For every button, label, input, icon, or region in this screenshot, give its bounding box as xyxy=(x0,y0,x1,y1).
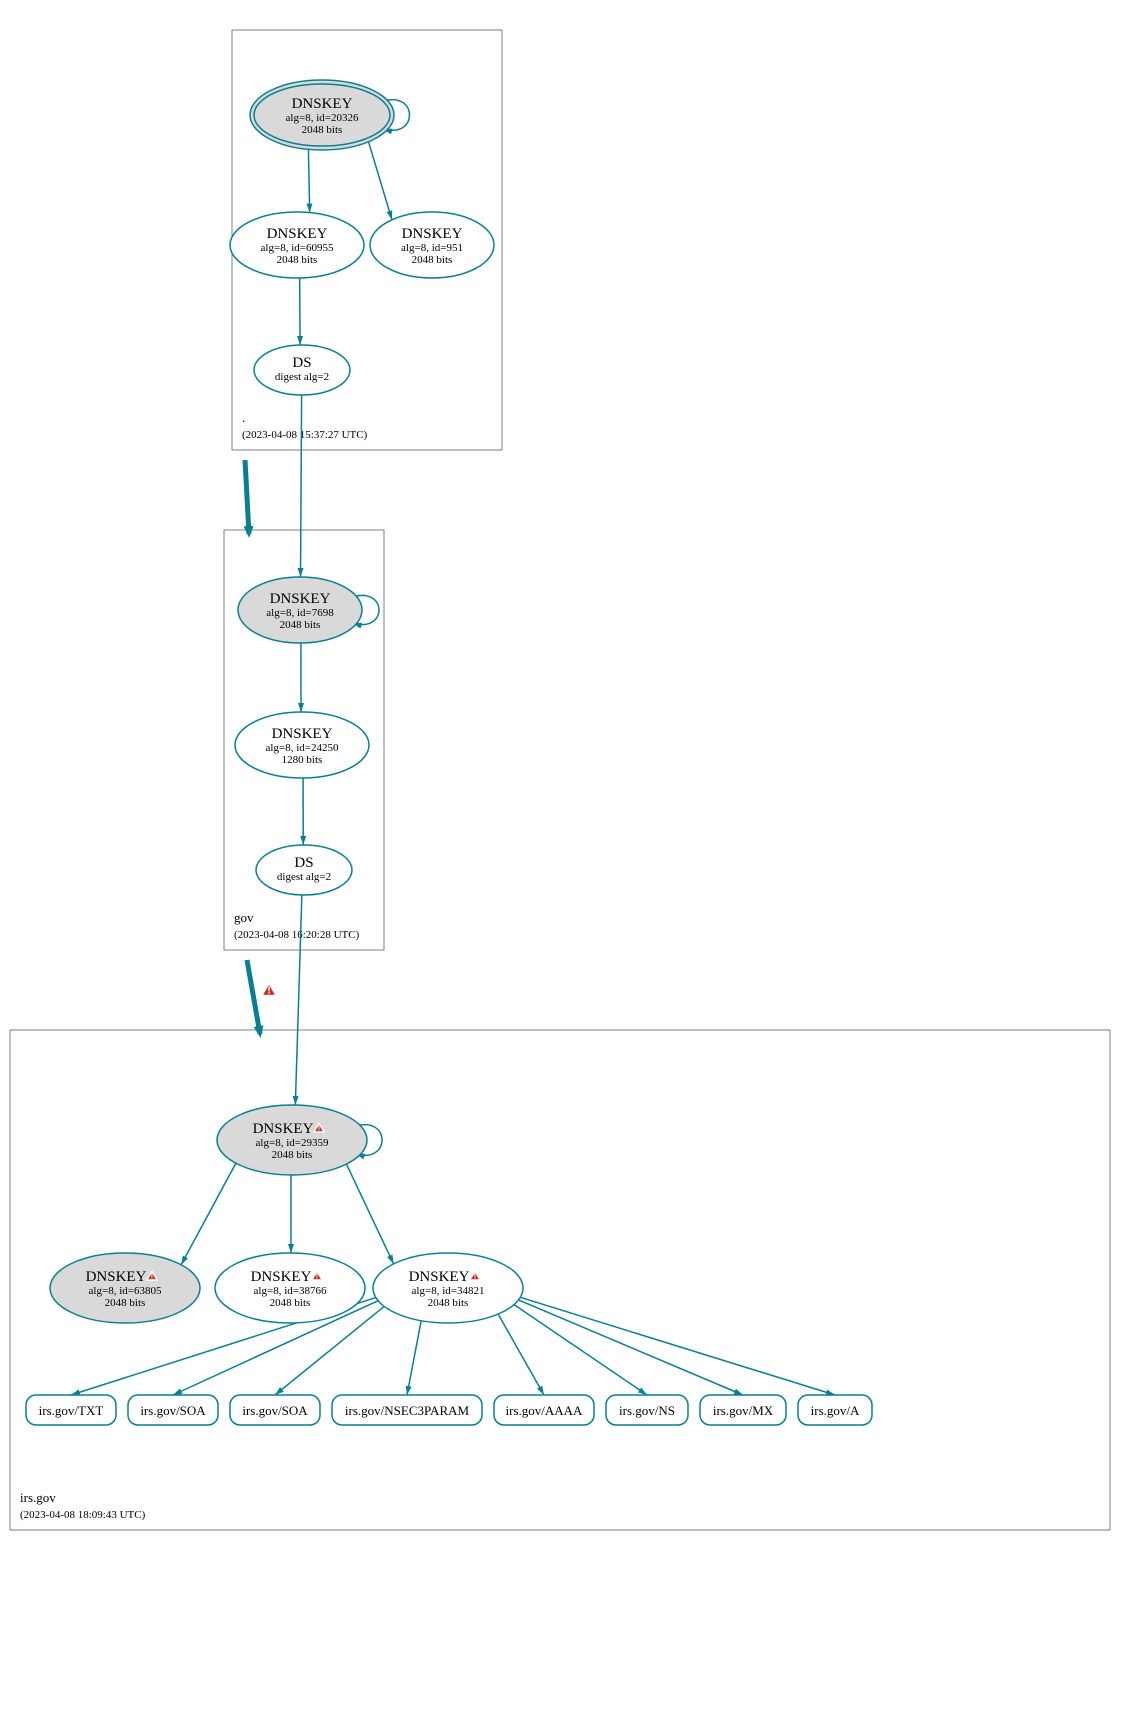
svg-text:DNSKEY: DNSKEY xyxy=(86,1269,147,1285)
svg-text:irs.gov: irs.gov xyxy=(20,1490,56,1505)
node-root_zsk2: DNSKEYalg=8, id=9512048 bits xyxy=(370,212,494,278)
svg-text:2048 bits: 2048 bits xyxy=(277,254,318,266)
svg-text:irs.gov/NSEC3PARAM: irs.gov/NSEC3PARAM xyxy=(345,1403,470,1418)
svg-text:DNSKEY: DNSKEY xyxy=(292,96,353,112)
svg-text:DNSKEY: DNSKEY xyxy=(272,726,333,742)
svg-text:irs.gov/AAAA: irs.gov/AAAA xyxy=(506,1403,584,1418)
svg-text:digest alg=2: digest alg=2 xyxy=(275,371,329,383)
svg-text:alg=8, id=38766: alg=8, id=38766 xyxy=(254,1285,327,1297)
svg-text:!: ! xyxy=(318,1124,320,1133)
svg-text:DS: DS xyxy=(292,355,311,371)
record-node: irs.gov/SOA xyxy=(230,1395,320,1425)
svg-text:2048 bits: 2048 bits xyxy=(270,1297,311,1309)
svg-text:DNSKEY: DNSKEY xyxy=(253,1121,314,1137)
record-node: irs.gov/NSEC3PARAM xyxy=(332,1395,482,1425)
svg-text:DNSKEY: DNSKEY xyxy=(409,1269,470,1285)
svg-text:.: . xyxy=(242,410,245,425)
svg-text:1280 bits: 1280 bits xyxy=(282,754,323,766)
svg-text:(2023-04-08 15:37:27 UTC): (2023-04-08 15:37:27 UTC) xyxy=(242,429,368,441)
svg-text:alg=8, id=29359: alg=8, id=29359 xyxy=(256,1137,329,1149)
record-node: irs.gov/AAAA xyxy=(494,1395,594,1425)
svg-text:!: ! xyxy=(474,1272,476,1281)
svg-text:DNSKEY: DNSKEY xyxy=(402,226,463,242)
node-irs_k1: DNSKEY! alg=8, id=638052048 bits xyxy=(50,1253,200,1323)
svg-text:DNSKEY: DNSKEY xyxy=(267,226,328,242)
edges xyxy=(71,100,835,1395)
svg-text:alg=8, id=63805: alg=8, id=63805 xyxy=(89,1285,162,1297)
svg-text:!: ! xyxy=(316,1272,318,1281)
node-root_zsk1: DNSKEYalg=8, id=609552048 bits xyxy=(230,212,364,278)
svg-text:alg=8, id=951: alg=8, id=951 xyxy=(401,242,463,254)
svg-text:!: ! xyxy=(267,986,270,997)
node-root_ds: DSdigest alg=2 xyxy=(254,345,350,395)
record-node: irs.gov/TXT xyxy=(26,1395,116,1425)
svg-text:2048 bits: 2048 bits xyxy=(302,124,343,136)
record-node: irs.gov/SOA xyxy=(128,1395,218,1425)
svg-text:irs.gov/SOA: irs.gov/SOA xyxy=(140,1403,206,1418)
record-node: irs.gov/NS xyxy=(606,1395,688,1425)
svg-text:2048 bits: 2048 bits xyxy=(272,1149,313,1161)
svg-text:irs.gov/SOA: irs.gov/SOA xyxy=(242,1403,308,1418)
node-gov_ds: DSdigest alg=2 xyxy=(256,845,352,895)
node-irs_k2: DNSKEY! alg=8, id=387662048 bits xyxy=(215,1253,365,1323)
svg-text:gov: gov xyxy=(234,910,254,925)
dnssec-diagram: . (2023-04-08 15:37:27 UTC) gov (2023-04-08… xyxy=(0,0,1121,1735)
svg-text:2048 bits: 2048 bits xyxy=(428,1297,469,1309)
svg-text:alg=8, id=20326: alg=8, id=20326 xyxy=(286,112,359,124)
svg-text:!: ! xyxy=(151,1272,153,1281)
node-root_ksk: DNSKEYalg=8, id=203262048 bits xyxy=(250,80,394,150)
svg-text:(2023-04-08 18:09:43 UTC): (2023-04-08 18:09:43 UTC) xyxy=(20,1509,146,1521)
svg-text:irs.gov/NS: irs.gov/NS xyxy=(619,1403,675,1418)
svg-text:DS: DS xyxy=(294,855,313,871)
node-irs_ksk: DNSKEY! alg=8, id=293592048 bits xyxy=(217,1105,367,1175)
svg-text:irs.gov/TXT: irs.gov/TXT xyxy=(39,1403,104,1418)
delegation-edge: ! xyxy=(247,960,276,1034)
svg-text:2048 bits: 2048 bits xyxy=(280,619,321,631)
svg-text:alg=8, id=60955: alg=8, id=60955 xyxy=(261,242,334,254)
svg-text:alg=8, id=24250: alg=8, id=24250 xyxy=(266,742,339,754)
svg-text:alg=8, id=34821: alg=8, id=34821 xyxy=(412,1285,485,1297)
record-node: irs.gov/A xyxy=(798,1395,872,1425)
svg-text:(2023-04-08 16:20:28 UTC): (2023-04-08 16:20:28 UTC) xyxy=(234,929,360,941)
svg-text:2048 bits: 2048 bits xyxy=(105,1297,146,1309)
node-gov_zsk: DNSKEYalg=8, id=242501280 bits xyxy=(235,712,369,778)
svg-text:irs.gov/A: irs.gov/A xyxy=(811,1403,860,1418)
svg-text:irs.gov/MX: irs.gov/MX xyxy=(713,1403,774,1418)
delegation-edge xyxy=(245,460,249,534)
node-gov_ksk: DNSKEYalg=8, id=76982048 bits xyxy=(238,577,362,643)
svg-text:2048 bits: 2048 bits xyxy=(412,254,453,266)
svg-text:alg=8, id=7698: alg=8, id=7698 xyxy=(266,607,334,619)
node-irs_k3: DNSKEY! alg=8, id=348212048 bits xyxy=(373,1253,523,1323)
svg-text:DNSKEY: DNSKEY xyxy=(270,591,331,607)
svg-text:DNSKEY: DNSKEY xyxy=(251,1269,312,1285)
svg-text:digest alg=2: digest alg=2 xyxy=(277,871,331,883)
record-node: irs.gov/MX xyxy=(700,1395,786,1425)
